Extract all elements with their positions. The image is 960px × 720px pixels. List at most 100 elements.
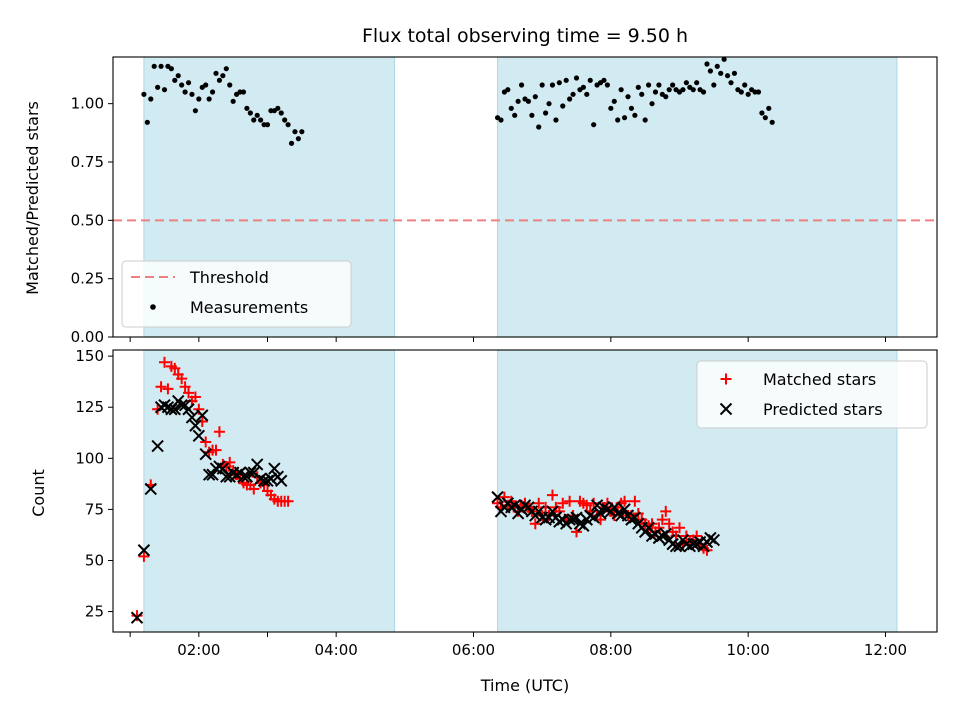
bottom-y-tick-label-2: 50 bbox=[85, 551, 104, 569]
top-dot-point-31 bbox=[244, 105, 250, 111]
top-dot-point-75 bbox=[587, 77, 593, 83]
top-dot-point-89 bbox=[635, 84, 641, 90]
bottom-x-point-90 bbox=[659, 527, 672, 541]
bottom-x-point-13 bbox=[182, 403, 195, 416]
bottom-y-tick-label-3: 75 bbox=[85, 500, 104, 518]
top-dot-point-25 bbox=[223, 66, 229, 72]
top-dot-point-37 bbox=[264, 122, 271, 128]
bottom-x-point-16 bbox=[192, 429, 206, 443]
top-dot-point-74 bbox=[584, 91, 590, 97]
top-series-1 bbox=[141, 56, 775, 146]
top-dot-point-121 bbox=[745, 91, 751, 97]
top-dot-point-54 bbox=[515, 98, 521, 104]
top-dot-point-97 bbox=[663, 94, 669, 100]
top-dot-point-32 bbox=[247, 110, 253, 116]
bottom-x-point-24 bbox=[220, 470, 233, 483]
legend-measurements-swatch bbox=[150, 304, 156, 310]
top-y-tick-label-5: 1.00 bbox=[71, 95, 104, 113]
bottom-x-point-18 bbox=[199, 448, 212, 461]
chart-title: Flux total observing time = 9.50 h bbox=[362, 25, 688, 47]
top-dot-point-4 bbox=[151, 63, 157, 69]
bottom-plus-point-25 bbox=[224, 456, 236, 468]
top-dot-point-68 bbox=[563, 77, 569, 83]
bottom-plus-point-13 bbox=[183, 387, 195, 399]
top-dot-point-3 bbox=[148, 96, 154, 102]
top-dot-point-105 bbox=[690, 87, 696, 93]
bottom-x-point-81 bbox=[628, 511, 642, 524]
bottom-x-point-62 bbox=[563, 513, 576, 526]
bottom-x-point-4 bbox=[151, 439, 164, 453]
top-dot-point-10 bbox=[172, 77, 178, 83]
legend-threshold-label: Threshold bbox=[189, 268, 269, 287]
top-y-tick-label-4: 0.75 bbox=[71, 153, 104, 171]
bottom-plus-point-92 bbox=[660, 505, 672, 517]
top-dot-point-90 bbox=[639, 91, 645, 97]
bottom-x-point-15 bbox=[189, 419, 202, 432]
bottom-y-axis-label: Count bbox=[29, 469, 48, 517]
top-dot-point-112 bbox=[714, 63, 720, 69]
top-dot-point-109 bbox=[704, 61, 710, 67]
top-y-axis-label: Matched/Predicted stars bbox=[23, 101, 42, 295]
top-dot-point-44 bbox=[288, 140, 295, 146]
top-dot-point-84 bbox=[618, 87, 624, 93]
top-dot-point-17 bbox=[196, 96, 202, 102]
bottom-x-point-1 bbox=[130, 611, 144, 624]
top-dot-point-47 bbox=[299, 129, 305, 135]
legend-top: Threshold Measurements bbox=[121, 260, 352, 328]
bottom-plus-point-15 bbox=[189, 391, 201, 403]
top-dot-point-88 bbox=[632, 112, 638, 118]
top-dot-point-62 bbox=[543, 110, 549, 116]
bottom-x-point-14 bbox=[185, 411, 199, 424]
bottom-x-point-78 bbox=[618, 503, 631, 516]
top-dot-point-42 bbox=[282, 117, 288, 123]
top-dot-point-87 bbox=[628, 105, 635, 111]
top-dot-point-102 bbox=[680, 87, 686, 93]
top-dot-point-40 bbox=[275, 105, 281, 111]
top-dot-point-65 bbox=[553, 117, 559, 123]
top-dot-point-80 bbox=[604, 82, 611, 88]
top-dot-point-124 bbox=[755, 89, 762, 95]
bottom-x-point-38 bbox=[268, 462, 281, 475]
top-dot-point-73 bbox=[580, 84, 586, 90]
legend-matched-label: Matched stars bbox=[763, 370, 876, 389]
legend-top-frame bbox=[121, 260, 352, 328]
top-dot-point-63 bbox=[546, 101, 552, 107]
top-dot-point-23 bbox=[216, 77, 223, 83]
top-dot-point-126 bbox=[762, 115, 768, 121]
top-dot-point-64 bbox=[549, 82, 556, 88]
bottom-y-tick-label-5: 125 bbox=[75, 398, 104, 416]
bottom-plus-point-54 bbox=[529, 518, 541, 530]
bottom-x-tick-label-1: 02:00 bbox=[177, 641, 220, 659]
top-dot-point-91 bbox=[642, 117, 648, 123]
top-dot-point-120 bbox=[742, 82, 748, 88]
bottom-plus-point-59 bbox=[546, 489, 558, 501]
top-dot-point-19 bbox=[203, 82, 209, 88]
top-dot-point-61 bbox=[539, 82, 545, 88]
top-dot-point-86 bbox=[625, 94, 631, 100]
top-dot-point-9 bbox=[168, 66, 174, 72]
top-dot-point-93 bbox=[649, 101, 655, 107]
top-dot-point-49 bbox=[498, 117, 504, 123]
top-dot-point-13 bbox=[182, 89, 188, 95]
top-dot-point-113 bbox=[718, 70, 724, 76]
bottom-y-tick-label-6: 150 bbox=[75, 347, 104, 365]
legend-predicted-label: Predicted stars bbox=[763, 400, 883, 419]
top-dot-point-70 bbox=[570, 91, 576, 97]
bottom-y-tick-label-4: 100 bbox=[75, 449, 104, 467]
bottom-plus-point-5 bbox=[155, 381, 167, 393]
bottom-x-tick-label-2: 04:00 bbox=[315, 641, 358, 659]
top-y-tick-label-3: 0.50 bbox=[71, 211, 104, 229]
top-dot-point-119 bbox=[738, 89, 744, 95]
bottom-x-point-37 bbox=[264, 472, 278, 485]
top-dot-point-99 bbox=[670, 82, 676, 88]
top-dot-point-125 bbox=[759, 110, 765, 116]
bottom-plus-point-91 bbox=[656, 514, 668, 526]
bottom-x-point-29 bbox=[237, 470, 250, 483]
bottom-x-point-9 bbox=[168, 403, 182, 416]
top-dot-point-95 bbox=[656, 82, 662, 88]
top-dot-point-106 bbox=[694, 80, 700, 86]
top-dot-point-103 bbox=[683, 80, 689, 86]
top-dot-point-14 bbox=[185, 80, 192, 86]
legend-x-marker bbox=[719, 402, 733, 416]
top-dot-point-60 bbox=[536, 124, 542, 130]
